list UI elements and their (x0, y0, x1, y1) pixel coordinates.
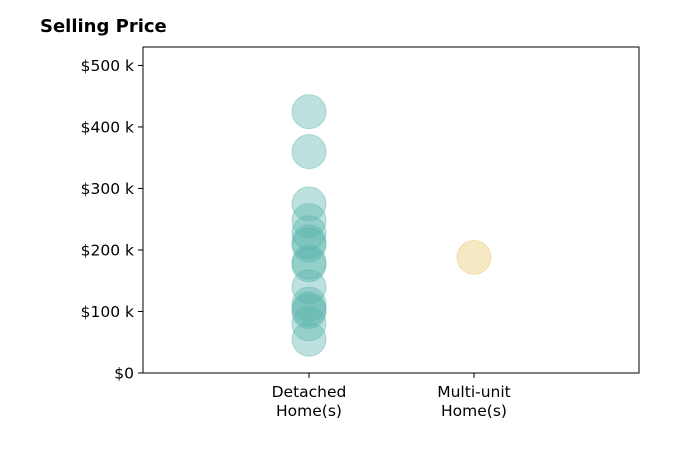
plot-frame (142, 46, 640, 374)
data-points (291, 94, 492, 357)
data-point (291, 94, 327, 130)
data-point (291, 215, 327, 251)
data-point (291, 224, 327, 260)
data-point (291, 286, 327, 322)
data-point (291, 269, 327, 305)
y-tick-label: $500 k (81, 57, 134, 75)
chart-title: Selling Price (40, 16, 167, 37)
data-point (291, 321, 327, 357)
y-tick-label: $200 k (81, 241, 134, 259)
data-point (291, 186, 327, 222)
data-point (291, 244, 327, 280)
data-point (291, 293, 327, 329)
data-point (291, 291, 327, 327)
axis-ticks: $0 $100 k $200 k $300 k $400 k $500 k Detached… (81, 57, 511, 420)
x-tick-label: Detached Home(s) (272, 383, 347, 420)
data-point (291, 202, 327, 238)
x-tick-label: Multi-unit Home(s) (437, 383, 511, 420)
y-tick-label: $0 (114, 365, 134, 383)
data-point (291, 227, 327, 263)
y-tick-label: $400 k (81, 118, 134, 136)
data-point (291, 306, 327, 342)
data-point (291, 134, 327, 170)
data-point (291, 247, 327, 283)
y-tick-label: $100 k (81, 303, 134, 321)
data-point (456, 239, 492, 275)
y-tick-label: $300 k (81, 180, 134, 198)
